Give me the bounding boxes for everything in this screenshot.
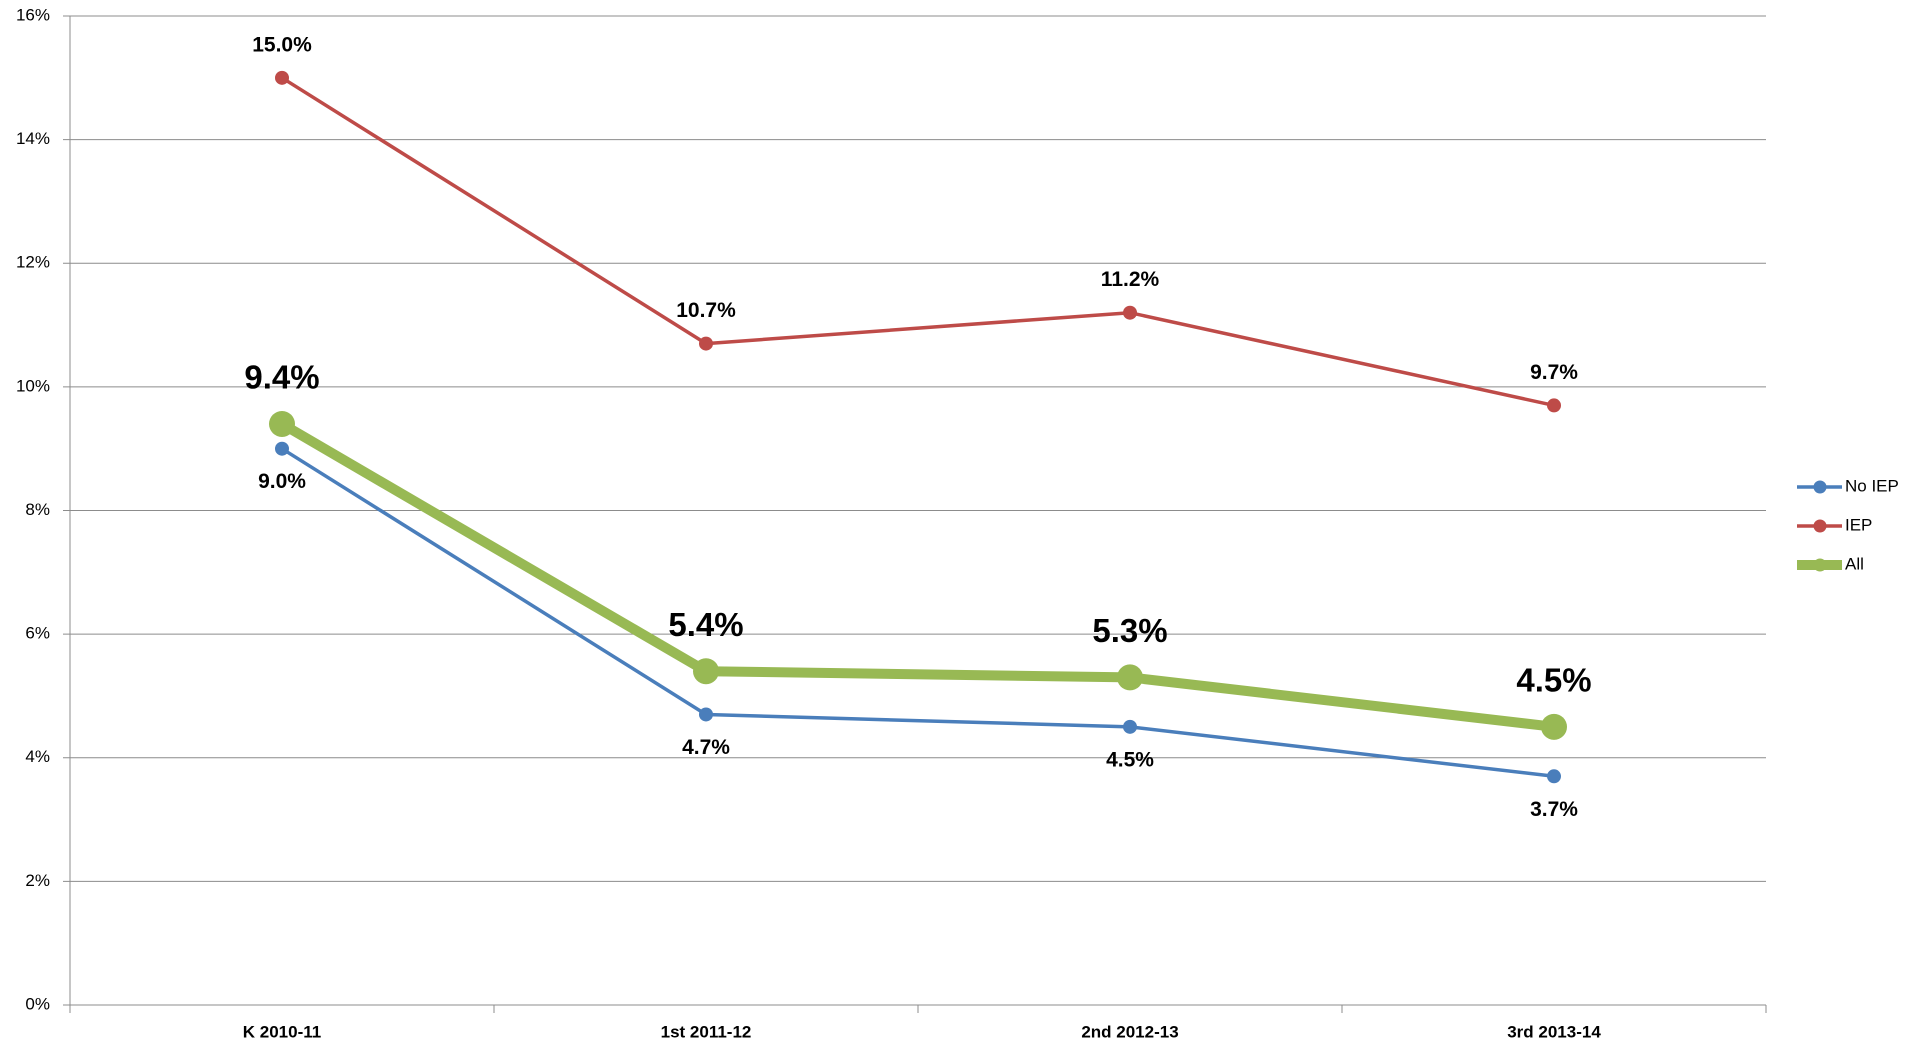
y-tick-label: 8%: [25, 500, 50, 519]
data-label: 4.7%: [682, 736, 730, 759]
data-label: 15.0%: [252, 33, 312, 56]
data-point: [1541, 713, 1567, 740]
data-label: 11.2%: [1101, 268, 1160, 291]
data-label: 5.3%: [1092, 612, 1167, 649]
y-tick-label: 12%: [16, 253, 50, 272]
data-point: [693, 658, 719, 685]
data-point: [699, 336, 713, 351]
data-label: 5.4%: [668, 606, 743, 643]
data-label: 3.7%: [1530, 798, 1578, 821]
x-tick-label: 1st 2011-12: [661, 1022, 752, 1040]
data-point: [1117, 664, 1143, 691]
data-label: 9.4%: [244, 359, 319, 396]
x-tick-label: 2nd 2012-13: [1081, 1022, 1178, 1040]
y-tick-label: 6%: [25, 624, 50, 643]
y-tick-label: 4%: [25, 747, 50, 766]
data-label: 4.5%: [1516, 662, 1591, 699]
data-label: 4.5%: [1106, 748, 1154, 771]
data-point: [1547, 769, 1561, 784]
y-tick-label: 16%: [16, 5, 50, 24]
y-tick-label: 0%: [25, 994, 50, 1013]
data-point: [1123, 719, 1137, 734]
data-point: [275, 441, 289, 456]
legend-label: No IEP: [1845, 476, 1899, 495]
data-point: [1547, 398, 1561, 413]
legend-marker: [1813, 519, 1827, 533]
legend-label: All: [1845, 554, 1864, 573]
legend-marker: [1813, 480, 1827, 494]
series-line: [281, 76, 1555, 408]
data-label: 10.7%: [676, 299, 736, 322]
data-point: [1123, 305, 1137, 320]
legend-label: IEP: [1845, 515, 1872, 534]
x-tick-label: 3rd 2013-14: [1507, 1022, 1601, 1040]
x-tick-label: K 2010-11: [243, 1022, 321, 1040]
y-tick-label: 14%: [16, 129, 50, 148]
data-point: [699, 707, 713, 722]
data-label: 9.7%: [1530, 361, 1578, 384]
y-tick-label: 10%: [16, 376, 50, 395]
y-tick-label: 2%: [25, 871, 50, 890]
series-line: [279, 419, 1555, 732]
data-point: [269, 410, 295, 437]
series-line: [281, 447, 1555, 779]
data-label: 9.0%: [258, 470, 306, 493]
legend-marker: [1813, 558, 1827, 572]
data-point: [275, 70, 289, 85]
